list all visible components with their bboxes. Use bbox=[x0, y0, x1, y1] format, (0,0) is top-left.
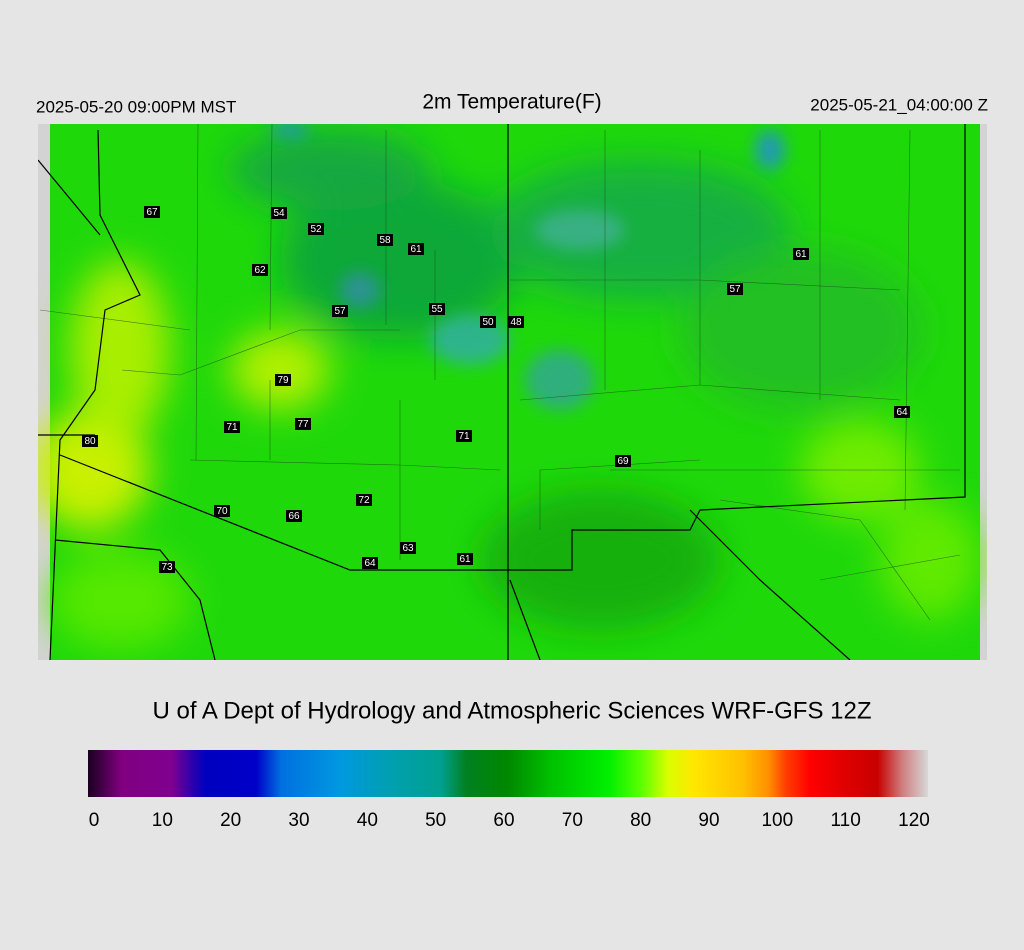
station-value: 55 bbox=[431, 304, 443, 315]
station-box bbox=[727, 283, 743, 295]
station-value: 70 bbox=[216, 506, 228, 517]
station-box bbox=[356, 494, 372, 506]
station-value: 64 bbox=[364, 558, 376, 569]
station-value: 61 bbox=[410, 244, 422, 255]
station-value: 52 bbox=[310, 224, 322, 235]
station-value: 63 bbox=[402, 543, 414, 554]
colorbar-tick-label: 20 bbox=[220, 810, 241, 831]
station-box bbox=[224, 421, 240, 433]
station-value: 48 bbox=[510, 317, 522, 328]
colorbar-tick-label: 10 bbox=[152, 810, 173, 831]
colorbar-tick-label: 70 bbox=[562, 810, 583, 831]
station-box bbox=[894, 406, 910, 418]
station-value: 61 bbox=[795, 249, 807, 260]
station-box bbox=[332, 305, 348, 317]
station-value: 79 bbox=[277, 375, 289, 386]
station-box bbox=[82, 435, 98, 447]
station-box bbox=[508, 316, 524, 328]
colorbar bbox=[88, 750, 928, 797]
station-box bbox=[144, 206, 160, 218]
station-box bbox=[308, 223, 324, 235]
valid-time-utc: 2025-05-21_04:00:00 Z bbox=[810, 95, 988, 114]
colorbar-tick-label: 100 bbox=[761, 810, 793, 831]
colorbar-ticks: 0 10 20 30 40 50 60 70 80 90 100 110 120 bbox=[89, 810, 930, 831]
station-box bbox=[271, 207, 287, 219]
station-value: 80 bbox=[84, 436, 96, 447]
station-value: 71 bbox=[226, 422, 238, 433]
station-value: 62 bbox=[254, 265, 266, 276]
colorbar-tick-label: 80 bbox=[630, 810, 651, 831]
colorbar-tick-label: 30 bbox=[288, 810, 309, 831]
station-box bbox=[793, 248, 809, 260]
station-value: 77 bbox=[297, 419, 309, 430]
station-value: 61 bbox=[459, 554, 471, 565]
station-value: 50 bbox=[482, 317, 494, 328]
station-value: 71 bbox=[458, 431, 470, 442]
map bbox=[38, 124, 987, 660]
station-value: 67 bbox=[146, 207, 158, 218]
station-value: 54 bbox=[273, 208, 285, 219]
station-box bbox=[286, 510, 302, 522]
colorbar-tick-label: 110 bbox=[831, 810, 861, 831]
station-box bbox=[377, 234, 393, 246]
station-box bbox=[400, 542, 416, 554]
station-labels: 67 54 52 58 61 62 57 55 50 48 61 57 79 71 77 80 71 69 64 72… bbox=[82, 206, 910, 573]
station-box bbox=[362, 557, 378, 569]
station-box bbox=[408, 243, 424, 255]
station-box bbox=[457, 553, 473, 565]
station-value: 69 bbox=[617, 456, 629, 467]
station-box bbox=[456, 430, 472, 442]
station-box bbox=[159, 561, 175, 573]
station-box bbox=[275, 374, 291, 386]
station-value: 58 bbox=[379, 235, 391, 246]
station-box bbox=[480, 316, 496, 328]
colorbar-tick-label: 0 bbox=[89, 810, 100, 831]
valid-time-local: 2025-05-20 09:00PM MST bbox=[36, 97, 236, 116]
colorbar-tick-label: 40 bbox=[357, 810, 378, 831]
station-value: 73 bbox=[161, 562, 173, 573]
map-title: 2m Temperature(F) bbox=[422, 91, 601, 114]
credit: U of A Dept of Hydrology and Atmospheric… bbox=[153, 697, 872, 724]
station-box bbox=[295, 418, 311, 430]
station-value: 57 bbox=[729, 284, 741, 295]
colorbar-tick-label: 60 bbox=[493, 810, 514, 831]
station-value: 64 bbox=[896, 407, 908, 418]
station-box bbox=[615, 455, 631, 467]
colorbar-tick-label: 50 bbox=[425, 810, 446, 831]
colorbar-tick-label: 90 bbox=[698, 810, 719, 831]
station-box bbox=[214, 505, 230, 517]
station-value: 57 bbox=[334, 306, 346, 317]
station-value: 66 bbox=[288, 511, 300, 522]
station-box bbox=[429, 303, 445, 315]
station-value: 72 bbox=[358, 495, 370, 506]
station-box bbox=[252, 264, 268, 276]
colorbar-tick-label: 120 bbox=[898, 810, 930, 831]
